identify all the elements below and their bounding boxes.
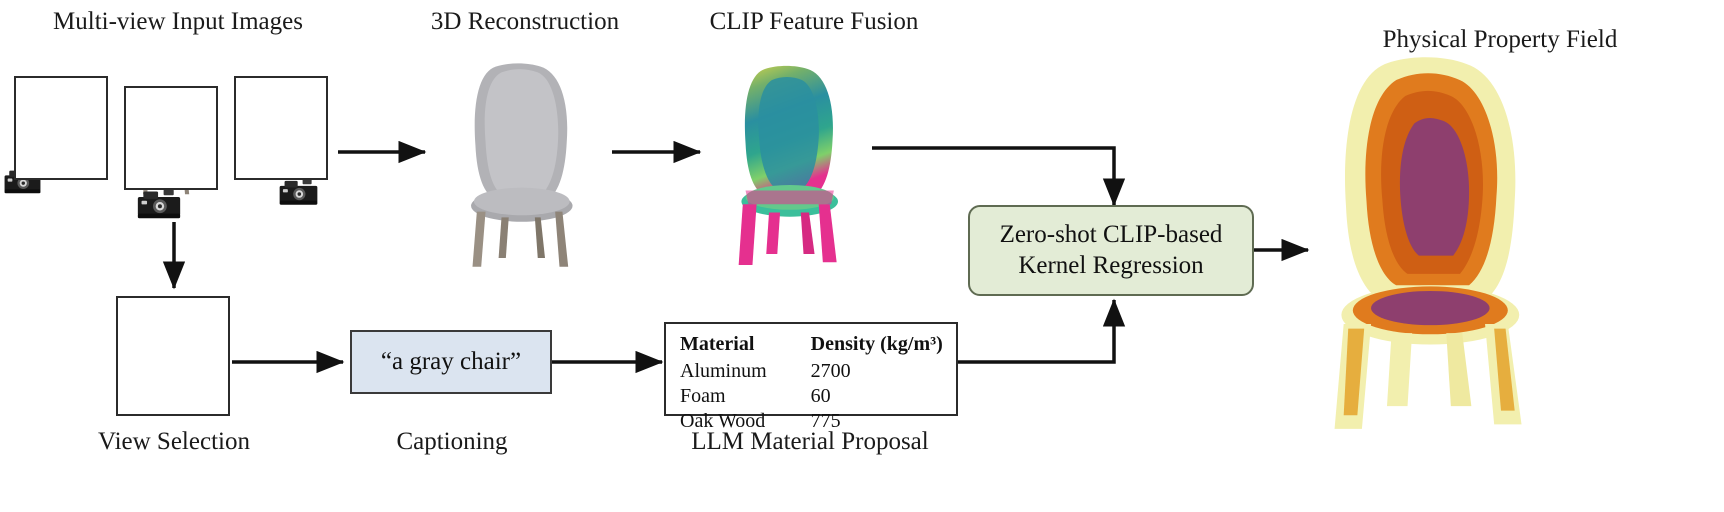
material-proposal-table[interactable]: Material Density (kg/m³) Aluminum 2700 F… — [664, 322, 958, 432]
caption-text: “a gray chair” — [380, 348, 522, 375]
title-multiview: Multi-view Input Images — [53, 8, 303, 35]
label-captioning: Captioning — [396, 428, 508, 455]
arrow-clip-to-module — [872, 146, 1126, 207]
chair-render-icon-clip-fusion — [738, 65, 839, 265]
table-header-density: Density (kg/m³) — [810, 333, 943, 355]
cell-material-0: Aluminum — [680, 360, 767, 382]
table-row: Oak Wood 775 — [680, 409, 943, 434]
cell-material-2: Oak Wood — [680, 410, 766, 432]
cell-density-1: 60 — [810, 385, 831, 407]
chair-render-icon-reconstruction — [471, 63, 573, 267]
title-clip-fusion: CLIP Feature Fusion — [709, 8, 919, 35]
input-view-frame-3[interactable] — [234, 76, 328, 180]
selected-view-frame[interactable] — [116, 296, 230, 416]
module-line-1: Zero-shot CLIP-based — [999, 221, 1223, 248]
table-header-material: Material — [680, 333, 755, 355]
caption-box[interactable]: “a gray chair” — [350, 330, 552, 394]
input-view-frame-2[interactable] — [124, 86, 218, 190]
label-view-selection: View Selection — [98, 428, 250, 455]
input-view-frame-1[interactable] — [14, 76, 108, 180]
kernel-regression-module[interactable]: Zero-shot CLIP-based Kernel Regression — [968, 205, 1254, 296]
chair-render-icon-property-field — [1334, 57, 1522, 429]
arrow-table-to-module — [958, 298, 1126, 364]
title-reconstruction: 3D Reconstruction — [430, 8, 620, 35]
label-llm-material-proposal: LLM Material Proposal — [691, 428, 929, 455]
material-table: Material Density (kg/m³) Aluminum 2700 F… — [680, 333, 943, 434]
module-line-2: Kernel Regression — [1018, 251, 1204, 279]
camera-icon-3 — [279, 179, 318, 205]
table-header-row: Material Density (kg/m³) — [680, 333, 943, 359]
cell-density-2: 775 — [810, 410, 841, 432]
table-row: Aluminum 2700 — [680, 359, 943, 384]
cell-density-0: 2700 — [810, 360, 851, 382]
table-row: Foam 60 — [680, 384, 943, 409]
title-physical-property-field: Physical Property Field — [1382, 26, 1618, 53]
cell-material-1: Foam — [680, 385, 726, 407]
camera-icon-2 — [137, 189, 181, 219]
